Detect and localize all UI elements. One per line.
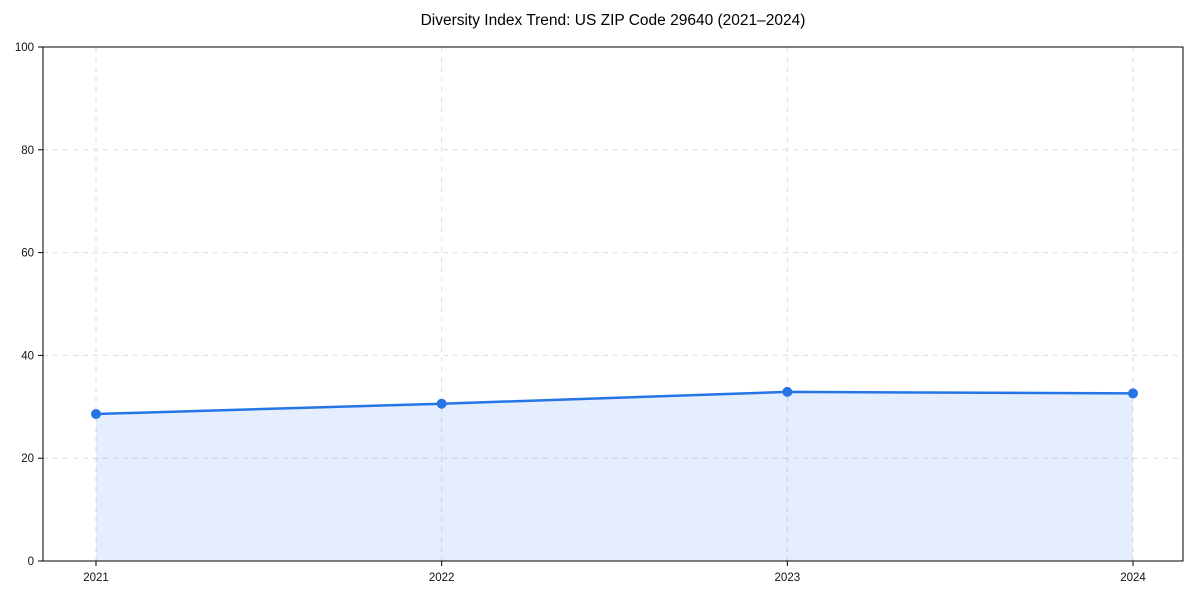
y-tick-label: 100 <box>15 42 34 54</box>
y-tick-label: 60 <box>21 248 34 260</box>
y-tick-label: 40 <box>21 350 34 362</box>
x-tick-label: 2022 <box>429 572 455 584</box>
x-tick-label: 2021 <box>83 572 109 584</box>
data-point-marker <box>1128 388 1138 399</box>
plot-border <box>42 46 1184 562</box>
x-tick-label: 2024 <box>1120 572 1146 584</box>
y-tick-label: 80 <box>21 145 34 157</box>
x-tick-label: 2023 <box>775 572 801 584</box>
data-point-marker <box>436 398 447 409</box>
data-point-marker <box>782 386 793 397</box>
data-point-marker <box>91 408 101 419</box>
chart-title: Diversity Index Trend: US ZIP Code 29640… <box>420 12 806 29</box>
y-tick-label: 0 <box>28 556 34 568</box>
area-fill <box>96 391 1133 561</box>
trend-line <box>94 390 1135 416</box>
y-tick-label: 20 <box>21 453 34 465</box>
